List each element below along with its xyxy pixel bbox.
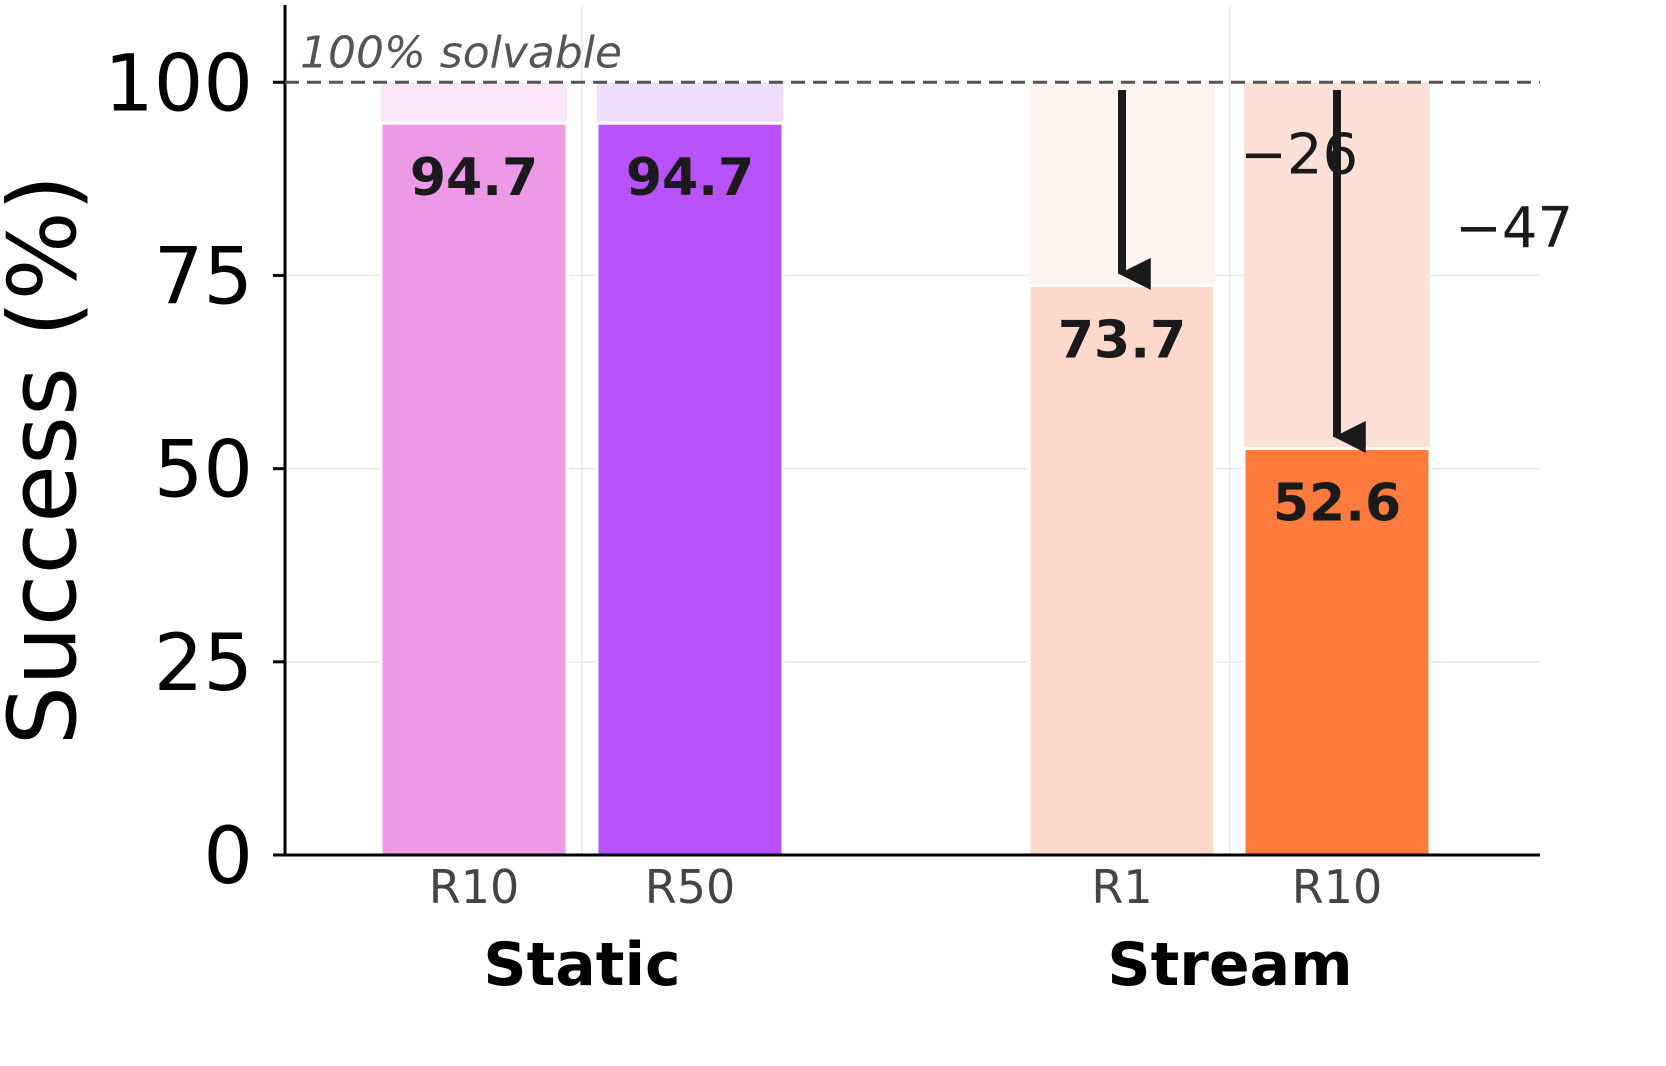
bar-stream-r10 — [1242, 447, 1432, 857]
group-label: Static — [483, 930, 680, 1000]
bar-value-label: 52.6 — [1273, 474, 1401, 534]
y-tick-label: 100 — [104, 39, 253, 129]
y-tick-label: 75 — [154, 232, 253, 322]
y-tick-label: 0 — [203, 812, 253, 902]
bar-static-r50 — [595, 121, 785, 857]
x-tick-label: R10 — [429, 860, 520, 914]
x-tick-label: R50 — [645, 860, 736, 914]
bar-value-label: 73.7 — [1058, 311, 1186, 371]
y-tick-label: 50 — [154, 426, 253, 516]
labels: 94.7R1094.7R50Static73.7R1−2652.6R10−47S… — [285, 27, 1573, 1000]
axes: 0 25 50 75 100 — [104, 5, 1540, 902]
bar-stream-r1 — [1027, 284, 1217, 857]
bar-static-r10 — [379, 121, 569, 857]
y-axis-label: Success (%) — [0, 175, 98, 746]
bars — [379, 82, 1432, 857]
x-tick-label: R10 — [1292, 860, 1383, 914]
y-tick-label: 25 — [154, 619, 253, 709]
group-label: Stream — [1107, 930, 1352, 1000]
reference-line-label: 100% solvable — [300, 27, 622, 78]
x-tick-label: R1 — [1091, 860, 1152, 914]
bar-value-label: 94.7 — [410, 148, 538, 208]
drop-label: −47 — [1455, 196, 1573, 261]
bar-value-label: 94.7 — [626, 148, 754, 208]
